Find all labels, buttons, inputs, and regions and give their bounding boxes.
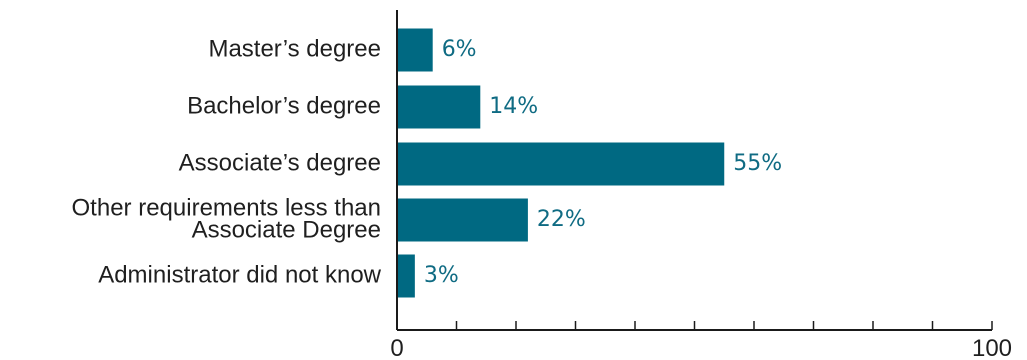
- x-tick-label: 0: [390, 335, 403, 360]
- value-label: 14%: [489, 94, 538, 119]
- category-label-line: Associate Degree: [192, 216, 381, 243]
- category-label-line: Master’s degree: [208, 35, 381, 62]
- bar: [397, 85, 481, 129]
- category-label: Administrator did not know: [98, 261, 381, 288]
- category-label-line: Associate’s degree: [179, 149, 381, 176]
- value-label: 3%: [424, 263, 459, 288]
- value-label: 22%: [537, 207, 586, 232]
- value-label: 6%: [442, 37, 477, 62]
- bar: [397, 28, 433, 72]
- category-label: Bachelor’s degree: [187, 92, 381, 119]
- x-tick-label: 100: [972, 335, 1012, 360]
- bar: [397, 198, 528, 242]
- bar: [397, 254, 415, 298]
- category-label: Other requirements less than Associate De…: [72, 194, 381, 243]
- category-label-line: Other requirements less than: [72, 194, 381, 221]
- value-label: 55%: [733, 151, 782, 176]
- category-label-line: Bachelor’s degree: [187, 92, 381, 119]
- category-label: Master’s degree: [208, 35, 381, 62]
- category-label: Associate’s degree: [179, 149, 381, 176]
- category-label-line: Administrator did not know: [98, 261, 381, 288]
- bar: [397, 142, 725, 186]
